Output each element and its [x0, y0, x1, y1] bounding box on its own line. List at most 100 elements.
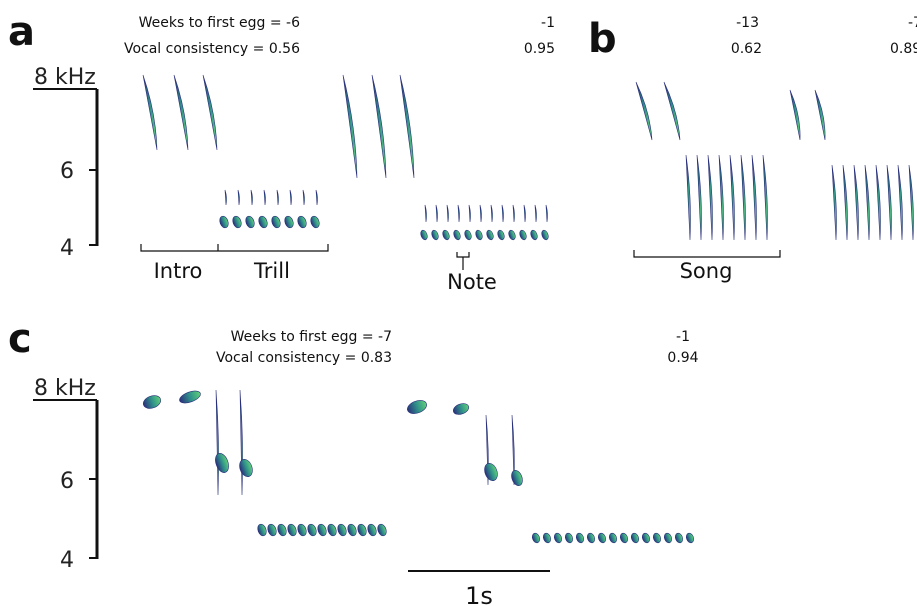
syllable: [258, 215, 268, 229]
syllable: [564, 532, 574, 544]
syllable: [257, 523, 267, 537]
syllable: [446, 204, 449, 223]
weeks-value: -7: [908, 15, 917, 31]
syllable: [442, 229, 450, 241]
scale-bar-label: 1s: [465, 582, 493, 606]
syllable: [271, 215, 281, 229]
syllable: [523, 204, 526, 223]
syllable: [630, 532, 640, 544]
syllable: [377, 523, 387, 537]
syllable: [519, 229, 527, 241]
syllable: [310, 215, 320, 229]
syllable: [608, 532, 618, 544]
syllable: [327, 523, 337, 537]
syllable: [814, 89, 826, 141]
syllable: [179, 390, 201, 404]
segment-label: Trill: [253, 259, 290, 283]
syllable: [484, 462, 498, 482]
syllable: [142, 395, 162, 409]
syllable: [531, 532, 541, 544]
syllable: [490, 204, 493, 223]
syllable: [707, 154, 713, 241]
syllable: [663, 532, 673, 544]
syllable: [173, 74, 189, 151]
bracket: [633, 250, 781, 258]
axis-top-label: 8 kHz: [34, 376, 96, 401]
segment-label: Song: [680, 259, 733, 283]
syllable: [501, 204, 504, 223]
syllable: [553, 532, 563, 544]
syllable: [685, 532, 695, 544]
syllable: [575, 532, 585, 544]
syllable: [267, 523, 277, 537]
syllable: [371, 74, 387, 179]
syllable: [367, 523, 377, 537]
syllable: [297, 215, 307, 229]
syllable: [864, 164, 870, 241]
syllable: [831, 164, 837, 241]
syllable: [674, 532, 684, 544]
syllable: [315, 189, 318, 206]
syllable: [263, 189, 266, 206]
syllable: [287, 523, 297, 537]
weeks-value: -1: [676, 329, 690, 345]
syllable: [357, 523, 367, 537]
syllable: [142, 74, 158, 151]
syllable: [762, 154, 768, 241]
syllable: [224, 189, 227, 206]
syllable: [486, 229, 494, 241]
syllable: [619, 532, 629, 544]
axis-tick-label: 4: [60, 236, 74, 261]
syllable: [317, 523, 327, 537]
weeks-label: Weeks to first egg = -6: [139, 15, 300, 31]
syllable: [277, 523, 287, 537]
syllable: [435, 204, 438, 223]
segment-label: Note: [447, 270, 497, 294]
panel-label: a: [8, 9, 35, 55]
weeks-value: -13: [736, 15, 759, 31]
panel-label: c: [8, 316, 32, 362]
syllable: [399, 74, 415, 179]
syllable: [232, 215, 242, 229]
syllable: [245, 215, 255, 229]
syllable: [541, 229, 549, 241]
syllable: [276, 189, 279, 206]
syllable: [886, 164, 892, 241]
syllable: [453, 229, 461, 241]
consistency-label: Vocal consistency = 0.56: [124, 41, 300, 57]
consistency-value: 0.62: [731, 41, 762, 57]
syllable: [718, 154, 724, 241]
axis-top-label: 8 kHz: [34, 65, 96, 90]
syllable: [219, 215, 229, 229]
syllable: [297, 523, 307, 537]
syllable: [542, 532, 552, 544]
syllable: [479, 204, 482, 223]
syllable: [875, 164, 881, 241]
syllable: [511, 414, 515, 486]
syllable: [897, 164, 903, 241]
consistency-value: 0.89: [890, 41, 917, 57]
syllable: [468, 204, 471, 223]
syllable: [545, 204, 548, 223]
syllable: [751, 154, 757, 241]
syllable: [457, 204, 460, 223]
syllable: [508, 229, 516, 241]
syllable: [853, 164, 859, 241]
syllable: [729, 154, 735, 241]
bracket: [140, 244, 329, 252]
syllable: [452, 403, 470, 415]
syllable: [239, 389, 243, 496]
syllable: [512, 204, 515, 223]
syllable: [337, 523, 347, 537]
syllable: [284, 215, 294, 229]
syllable: [789, 89, 801, 141]
syllable: [347, 523, 357, 537]
syllable: [586, 532, 596, 544]
syllable: [740, 154, 746, 241]
panel-label: b: [588, 16, 617, 62]
consistency-label: Vocal consistency = 0.83: [216, 350, 392, 366]
syllable: [420, 229, 428, 241]
syllable: [696, 154, 702, 241]
